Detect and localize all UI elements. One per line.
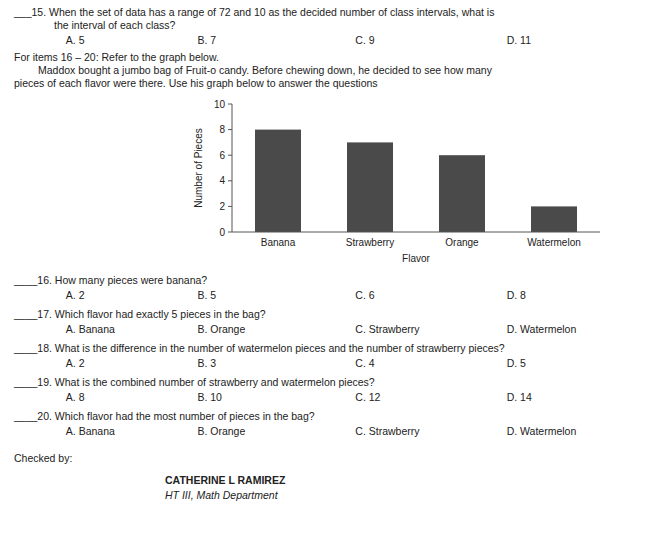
y-tick xyxy=(228,232,232,233)
x-tick-label: Banana xyxy=(261,237,296,248)
y-tick xyxy=(228,155,232,156)
x-tick-label: Strawberry xyxy=(346,237,394,248)
y-tick-label: 10 xyxy=(214,99,226,110)
answer-choice: B. 10 xyxy=(197,391,222,403)
page-text: the interval of each class? xyxy=(54,19,176,31)
y-tick-label: 0 xyxy=(219,227,225,238)
page-text: ____20. Which flavor had the most number… xyxy=(13,410,315,422)
y-axis-label: Number of Pieces xyxy=(193,128,204,207)
answer-choice: B. 5 xyxy=(197,289,216,301)
bar xyxy=(439,155,485,232)
y-tick-label: 8 xyxy=(219,124,225,135)
y-axis-line xyxy=(232,104,233,232)
answer-choice: D. Watermelon xyxy=(507,323,577,335)
y-tick xyxy=(228,180,232,181)
answer-choice: D. 5 xyxy=(507,357,526,369)
worksheet: ___15. When the set of data has a range … xyxy=(0,0,658,546)
answer-choice: A. Banana xyxy=(66,425,115,437)
answer-choice: D. 8 xyxy=(507,289,526,301)
page-text: ____19. What is the combined number of s… xyxy=(13,376,375,388)
page-text: ___15. When the set of data has a range … xyxy=(13,6,494,18)
answer-choice: A. 8 xyxy=(66,391,85,403)
page-text: ____16. How many pieces were banana? xyxy=(13,274,207,286)
y-tick xyxy=(228,206,232,207)
y-tick-label: 6 xyxy=(219,150,225,161)
answer-choice: A. Banana xyxy=(66,323,115,335)
answer-choice: A. 5 xyxy=(66,34,85,46)
answer-choice: C. Strawberry xyxy=(355,323,420,335)
answer-choice: A. 2 xyxy=(66,289,85,301)
answer-choice: C. Strawberry xyxy=(355,425,420,437)
page-text: ____18. What is the difference in the nu… xyxy=(13,342,505,354)
answer-choice: C. 6 xyxy=(355,289,374,301)
x-tick-label: Orange xyxy=(445,237,479,248)
page-text: For items 16 – 20: Refer to the graph be… xyxy=(14,51,219,63)
answer-choice: A. 2 xyxy=(66,357,85,369)
answer-choice: B. 7 xyxy=(197,34,216,46)
answer-choice: B. 3 xyxy=(197,357,216,369)
answer-choice: B. Orange xyxy=(197,425,245,437)
bar-chart: 0 2 4 6 8 10 Banana Strawberry Orange Watermelon F… xyxy=(193,99,600,265)
y-tick-label: 4 xyxy=(219,175,225,186)
signer-title: HT III, Math Department xyxy=(165,489,279,501)
y-tick xyxy=(228,104,232,105)
answer-choice: D. 14 xyxy=(507,391,532,403)
page-text: ____17. Which flavor had exactly 5 piece… xyxy=(13,308,266,320)
page-text: pieces of each flavor were there. Use hi… xyxy=(14,77,378,89)
y-tick-label: 2 xyxy=(219,201,225,212)
page-text: Maddox bought a jumbo bag of Fruit-o can… xyxy=(38,64,493,76)
answer-choice: D. 11 xyxy=(507,34,531,46)
answer-choice: C. 4 xyxy=(355,357,374,369)
x-tick-label: Watermelon xyxy=(527,237,581,248)
y-tick xyxy=(228,129,232,130)
bars xyxy=(255,130,577,232)
answer-choice: D. Watermelon xyxy=(507,425,577,437)
answer-choice: C. 9 xyxy=(355,34,374,46)
x-axis-label: Flavor xyxy=(402,253,430,264)
page-text: Checked by: xyxy=(14,452,72,464)
x-axis-line xyxy=(232,232,600,233)
answer-choice: B. Orange xyxy=(197,323,245,335)
signer-name: CATHERINE L RAMIREZ xyxy=(165,474,286,486)
bar xyxy=(255,130,301,232)
answer-choice: C. 12 xyxy=(355,391,380,403)
bar xyxy=(531,206,577,232)
bar xyxy=(347,142,393,232)
